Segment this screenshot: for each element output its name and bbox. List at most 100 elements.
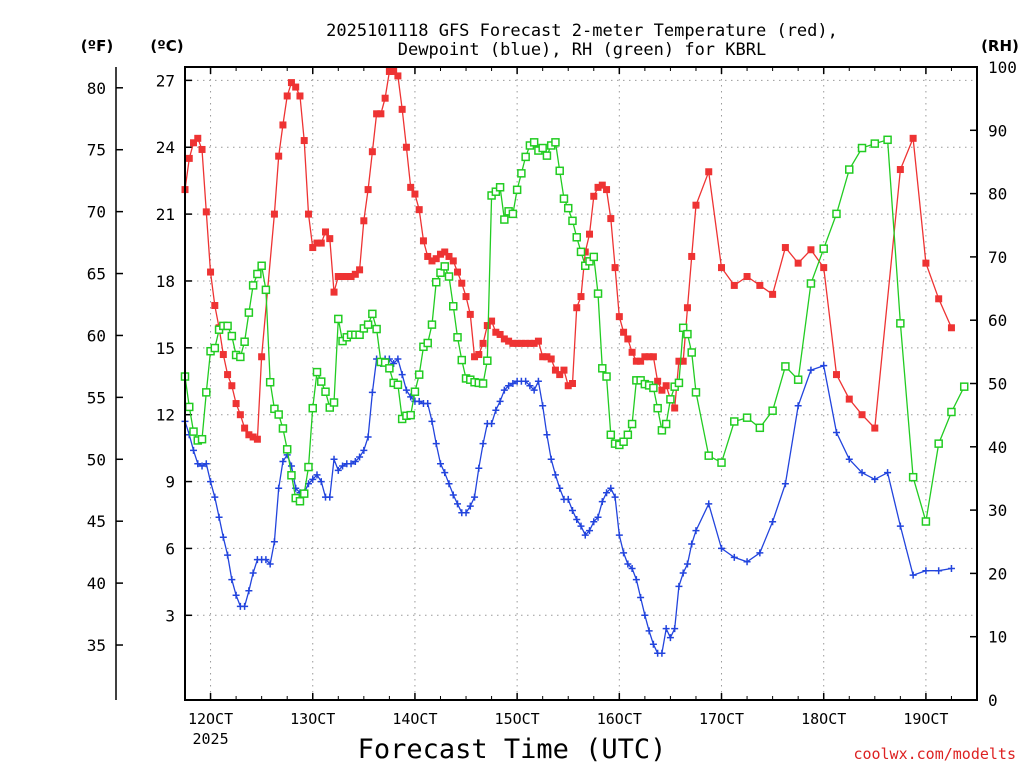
rh-point xyxy=(806,279,816,288)
fahrenheit-tick-label: 60 xyxy=(87,326,106,345)
dewpoint-point xyxy=(594,513,602,521)
2-meter-temperature-point xyxy=(590,192,598,200)
dewpoint-point xyxy=(756,549,764,557)
dewpoint-point xyxy=(718,544,726,552)
2-meter-temperature-point xyxy=(871,424,879,432)
2-meter-temperature-point xyxy=(611,264,619,272)
rh-point xyxy=(385,364,394,373)
dewpoint-point xyxy=(466,502,474,510)
rh-point xyxy=(304,462,313,472)
rh-point xyxy=(687,348,696,357)
dewpoint-point xyxy=(832,429,840,437)
2-meter-temperature-point xyxy=(411,190,419,198)
x-tick-label: 12OCT xyxy=(188,710,233,728)
rh-point xyxy=(559,194,569,203)
dewpoint-point xyxy=(249,569,257,577)
2-meter-temperature-point xyxy=(832,371,840,379)
2-meter-temperature-point xyxy=(390,67,398,75)
rh-point xyxy=(555,166,564,176)
dewpoint-point xyxy=(262,556,270,564)
rh-point xyxy=(223,321,232,331)
dewpoint-point xyxy=(556,484,564,492)
fahrenheit-tick-label: 40 xyxy=(87,574,106,593)
rh-point xyxy=(896,319,905,328)
rh-tick-label: 40 xyxy=(988,438,1007,457)
dewpoint-point xyxy=(394,355,402,363)
dewpoint-point xyxy=(432,440,440,448)
2-meter-temperature-point xyxy=(509,339,517,347)
2-meter-temperature-point xyxy=(845,395,853,403)
rh-point xyxy=(257,261,266,271)
dewpoint-point xyxy=(858,469,866,477)
fahrenheit-tick-label: 35 xyxy=(87,636,106,655)
fahrenheit-tick-label: 75 xyxy=(87,141,106,160)
rh-point xyxy=(819,244,828,253)
rh-point xyxy=(947,407,956,417)
2-meter-temperature-point xyxy=(224,371,232,379)
dewpoint-point xyxy=(317,478,325,486)
dewpoint-point xyxy=(794,402,802,410)
2-meter-temperature-point xyxy=(454,268,462,276)
rh-point xyxy=(602,372,611,381)
rh-series xyxy=(180,135,969,526)
2-meter-temperature-point xyxy=(615,313,623,321)
2-meter-temperature-point xyxy=(632,357,640,365)
2-meter-temperature-point xyxy=(471,353,479,361)
rh-point xyxy=(478,379,488,388)
dewpoint-point xyxy=(398,371,406,379)
dewpoint-point xyxy=(330,455,338,463)
x-tick-label: 17OCT xyxy=(699,710,744,728)
rh-point xyxy=(921,517,931,526)
2-meter-temperature-point xyxy=(436,250,444,258)
dewpoint-point xyxy=(198,462,206,470)
dewpoint-point xyxy=(368,388,376,396)
2-meter-temperature-point xyxy=(526,339,534,347)
2-meter-temperature-point xyxy=(654,377,662,385)
dewpoint-point xyxy=(351,458,359,466)
rh-point xyxy=(883,135,892,145)
rh-tick-label: 30 xyxy=(988,501,1007,520)
rh-point xyxy=(227,331,237,341)
dewpoint-point xyxy=(402,386,410,394)
dewpoint-point xyxy=(692,527,700,535)
rh-point xyxy=(832,209,841,219)
2-meter-temperature-point xyxy=(270,210,278,218)
dewpoint-point xyxy=(845,455,853,463)
rh-point xyxy=(253,269,262,279)
rh-point xyxy=(436,268,445,277)
x-tick-label: 16OCT xyxy=(597,710,642,728)
dewpoint-point xyxy=(364,433,372,441)
2-meter-temperature-point xyxy=(253,435,261,443)
rh-point xyxy=(483,356,492,365)
dewpoint-point xyxy=(488,420,496,428)
fahrenheit-tick-label: 50 xyxy=(87,450,106,469)
dewpoint-point xyxy=(190,446,198,454)
celsius-tick-label: 9 xyxy=(165,473,175,492)
fahrenheit-tick-label: 80 xyxy=(87,79,106,98)
2-meter-temperature-point xyxy=(505,337,513,345)
dewpoint-point xyxy=(581,531,589,539)
dewpoint-point xyxy=(675,582,683,590)
rh-point xyxy=(593,289,603,298)
rh-point xyxy=(287,471,296,480)
dewpoint-point xyxy=(641,611,649,619)
2-meter-temperature-point xyxy=(564,382,572,390)
rh-point xyxy=(197,434,207,444)
dewpoint-point xyxy=(449,491,457,499)
dewpoint-point xyxy=(598,498,606,506)
rh-point xyxy=(657,426,667,435)
2-meter-temperature-point xyxy=(756,281,764,289)
rh-point xyxy=(538,143,547,153)
rh-point xyxy=(368,309,377,319)
rh-tick-label: 100 xyxy=(988,58,1017,77)
dewpoint-point xyxy=(219,533,227,541)
rh-point xyxy=(440,262,449,271)
2-meter-temperature-point xyxy=(236,411,244,419)
fahrenheit-tick-label: 70 xyxy=(87,203,106,222)
2-meter-temperature-point xyxy=(377,110,385,118)
dewpoint-point xyxy=(224,551,232,559)
dewpoint-point xyxy=(628,564,636,572)
rh-point xyxy=(606,430,616,440)
rh-point xyxy=(372,324,381,334)
rh-tick-label: 0 xyxy=(988,691,998,710)
